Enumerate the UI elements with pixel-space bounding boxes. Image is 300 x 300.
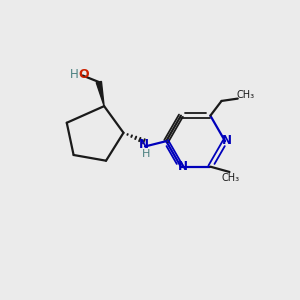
Text: O: O bbox=[78, 68, 88, 80]
Polygon shape bbox=[96, 81, 104, 106]
Text: N: N bbox=[139, 138, 148, 151]
Text: N: N bbox=[177, 160, 188, 173]
Text: H: H bbox=[70, 68, 79, 80]
Text: N: N bbox=[222, 134, 232, 147]
Text: CH₃: CH₃ bbox=[236, 90, 254, 100]
Text: H: H bbox=[142, 149, 150, 159]
Text: CH₃: CH₃ bbox=[221, 173, 239, 183]
